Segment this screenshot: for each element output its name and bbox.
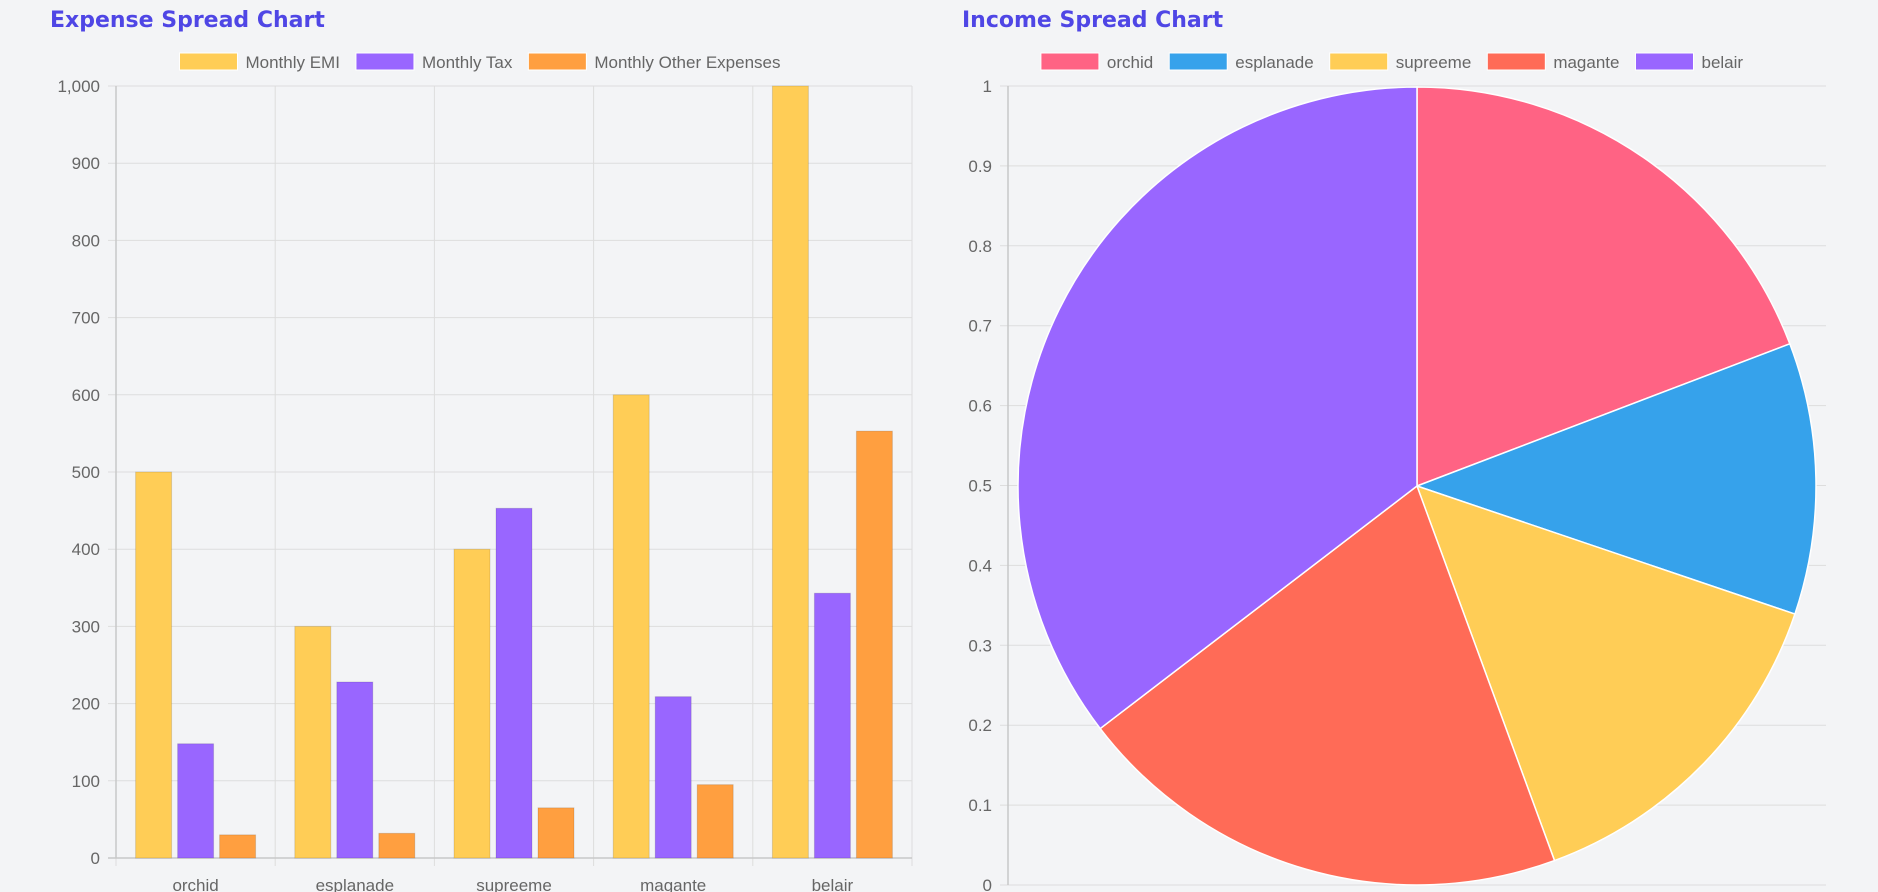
y-tick-label: 1: [983, 77, 992, 96]
bar-belair-monthly-emi[interactable]: [771, 85, 809, 859]
x-tick-label: orchid: [172, 876, 218, 892]
pie-slice-belair[interactable]: [1017, 86, 1418, 730]
y-tick-label: 500: [72, 463, 100, 482]
legend-item-monthly-tax[interactable]: Monthly Tax: [355, 52, 513, 72]
bar-esplanade-monthly-tax[interactable]: [336, 681, 374, 859]
legend-swatch: [355, 52, 415, 71]
bar-supreeme-monthly-emi[interactable]: [453, 548, 491, 859]
bar-belair-monthly-tax[interactable]: [813, 592, 851, 859]
y-tick-label: 1,000: [57, 77, 100, 96]
legend-item-belair[interactable]: belair: [1634, 52, 1743, 72]
y-tick-label: 400: [72, 540, 100, 559]
income-pie-chart: orchid esplanade supreeme magante belair 0 0.1…: [968, 52, 1826, 892]
legend-swatch: [1486, 52, 1546, 71]
legend-item-monthly-other-expenses[interactable]: Monthly Other Expenses: [527, 52, 781, 72]
bar-supreeme-monthly-tax[interactable]: [495, 507, 533, 859]
legend-swatch: [527, 52, 587, 71]
x-tick-label: esplanade: [316, 876, 394, 892]
pie-slice-supreeme[interactable]: [1415, 484, 1796, 862]
y-tick-label: 0.5: [968, 477, 992, 496]
x-tick-label: belair: [812, 876, 854, 892]
bar-belair-monthly-other-expenses[interactable]: [855, 430, 893, 859]
legend: Monthly EMI Monthly Tax Monthly Other Expe…: [178, 52, 781, 72]
y-tick-label: 100: [72, 772, 100, 791]
y-tick-label: 0: [983, 876, 992, 892]
legend-label: Monthly Other Expenses: [594, 53, 780, 72]
legend-swatch: [1168, 52, 1228, 71]
legend-item-esplanade[interactable]: esplanade: [1168, 52, 1314, 72]
legend-item-magante[interactable]: magante: [1486, 52, 1619, 72]
bar-orchid-monthly-emi[interactable]: [135, 471, 173, 859]
bar-magante-monthly-emi[interactable]: [612, 394, 650, 859]
pie-slice-orchid[interactable]: [1416, 86, 1791, 488]
y-tick-label: 0.7: [968, 317, 992, 336]
y-tick-label: 0.9: [968, 157, 992, 176]
y-tick-label: 0.1: [968, 796, 992, 815]
legend-item-monthly-emi[interactable]: Monthly EMI: [178, 52, 340, 72]
legend-label: orchid: [1107, 53, 1153, 72]
legend-swatch: [1634, 52, 1694, 71]
expense-chart-title: Expense Spread Chart: [50, 8, 325, 33]
legend: orchid esplanade supreeme magante belair: [1040, 52, 1743, 72]
y-tick-label: 300: [72, 617, 100, 636]
bar-magante-monthly-tax[interactable]: [654, 696, 692, 859]
bar-esplanade-monthly-other-expenses[interactable]: [378, 832, 416, 859]
y-tick-label: 0.4: [968, 556, 992, 575]
legend-item-orchid[interactable]: orchid: [1040, 52, 1153, 72]
x-tick-label: magante: [640, 876, 706, 892]
income-chart-title: Income Spread Chart: [962, 8, 1224, 33]
y-tick-label: 800: [72, 231, 100, 250]
legend-swatch: [1040, 52, 1100, 71]
legend-swatch: [1329, 52, 1389, 71]
expense-bar-chart: Monthly EMI Monthly Tax Monthly Other Expe…: [57, 52, 913, 892]
income-chart-panel: Income Spread Chart orchid esplanade supre…: [930, 0, 1878, 892]
legend-swatch: [178, 52, 238, 71]
y-tick-label: 200: [72, 695, 100, 714]
legend-label: magante: [1553, 53, 1619, 72]
legend-label: belair: [1701, 53, 1743, 72]
pie-slice-magante[interactable]: [1099, 484, 1556, 886]
legend-label: Monthly Tax: [422, 53, 513, 72]
bar-esplanade-monthly-emi[interactable]: [294, 625, 332, 859]
y-tick-label: 900: [72, 154, 100, 173]
y-tick-label: 0.3: [968, 636, 992, 655]
bar-orchid-monthly-other-expenses[interactable]: [219, 834, 257, 859]
y-tick-label: 0.6: [968, 397, 992, 416]
y-tick-label: 0.2: [968, 716, 992, 735]
y-tick-label: 700: [72, 309, 100, 328]
y-tick-label: 0.8: [968, 237, 992, 256]
bar-magante-monthly-other-expenses[interactable]: [696, 784, 734, 859]
y-tick-label: 0: [91, 849, 100, 868]
legend-label: supreeme: [1396, 53, 1472, 72]
x-tick-label: supreeme: [476, 876, 552, 892]
legend-label: Monthly EMI: [245, 53, 339, 72]
legend-label: esplanade: [1235, 53, 1313, 72]
expense-chart-panel: Expense Spread Chart Monthly EMI Monthly …: [0, 0, 930, 892]
y-tick-label: 600: [72, 386, 100, 405]
pie-slice-esplanade[interactable]: [1414, 342, 1817, 616]
bar-supreeme-monthly-other-expenses[interactable]: [537, 807, 575, 859]
legend-item-supreeme[interactable]: supreeme: [1329, 52, 1472, 72]
bar-orchid-monthly-tax[interactable]: [177, 743, 215, 859]
